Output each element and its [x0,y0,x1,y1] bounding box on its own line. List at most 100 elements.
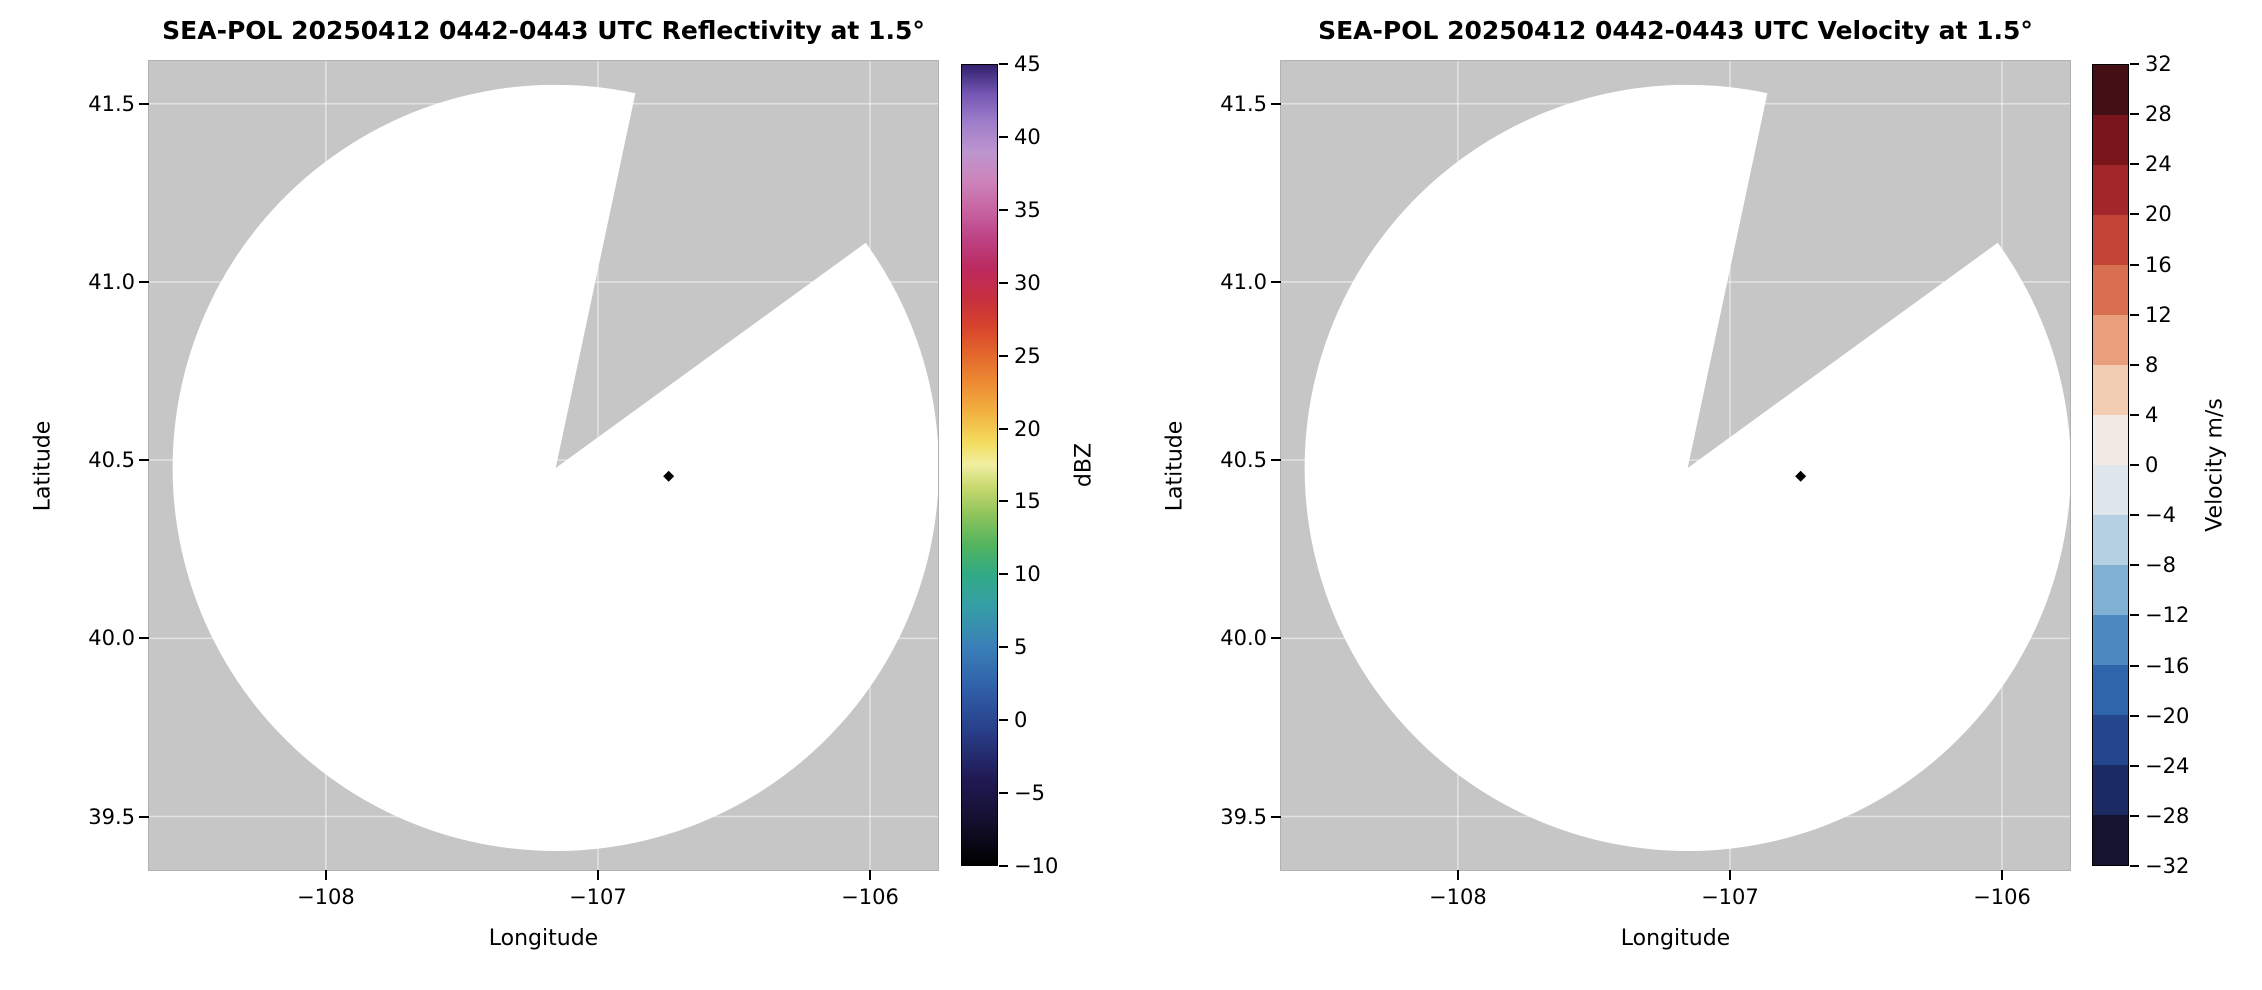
colorbar-segment [2093,215,2128,265]
colorbar-tick-mark [2130,413,2139,416]
colorbar-tick-label: 8 [2145,352,2159,377]
scan-area-circle [172,84,938,852]
colorbar-tick-label: −32 [2145,854,2190,878]
x-tick-mark [596,870,599,880]
y-tick-mark [1271,815,1281,818]
colorbar-tick-mark [999,354,1008,357]
y-tick-label: 40.0 [88,626,135,651]
colorbar-tick-label: −16 [2145,653,2190,678]
panel-title: SEA-POL 20250412 0442-0443 UTC Velocity … [1318,16,2033,45]
colorbar-tick-mark [2130,63,2139,65]
colorbar-segment [2093,615,2128,665]
colorbar-tick-mark [2130,363,2139,366]
x-tick-label: −108 [297,885,355,909]
colorbar-tick-label: −8 [2145,553,2176,578]
colorbar-tick-label: 15 [1014,489,1041,514]
colorbar-tick-label: 0 [1014,708,1028,733]
y-tick-label: 40.5 [88,448,135,473]
x-tick-mark [868,870,871,880]
x-axis-label: Longitude [488,926,599,951]
colorbar-tick-mark [999,719,1008,722]
colorbar-segment [2093,165,2128,215]
colorbar-tick-label: 25 [1014,343,1041,368]
colorbar-tick-label: 45 [1014,52,1041,76]
panel-title: SEA-POL 20250412 0442-0443 UTC Reflectiv… [162,16,925,45]
colorbar-tick-label: −5 [1014,781,1045,806]
colorbar-tick-label: −28 [2145,803,2190,828]
colorbar-tick-label: 20 [2145,202,2172,227]
colorbar-tick-label: −24 [2145,753,2190,778]
colorbar-segment [2093,815,2128,865]
x-axis-label: Longitude [1620,926,1731,951]
x-tick-label: −107 [1701,885,1759,909]
colorbar-tick-mark [2130,464,2139,466]
colorbar-tick-label: 10 [1014,562,1041,587]
radar-scan-svg [149,61,938,870]
velocity-colorbar [2092,64,2129,866]
colorbar-segment [2093,65,2128,115]
y-tick-mark [139,459,149,462]
colorbar-tick-label: 30 [1014,270,1041,295]
colorbar-tick-label: −20 [2145,703,2190,728]
x-tick-mark [2000,870,2003,880]
colorbar-tick-mark [2130,614,2139,617]
y-tick-label: 39.5 [1220,804,1267,829]
colorbar-tick-mark [999,573,1008,576]
colorbar-tick-label: 12 [2145,302,2172,327]
x-tick-mark [324,870,327,880]
colorbar-tick-mark [999,63,1008,65]
colorbar-tick-label: 24 [2145,152,2172,177]
y-tick-label: 40.5 [1220,448,1267,473]
colorbar-tick-mark [2130,313,2139,316]
colorbar-tick-mark [999,865,1008,867]
y-tick-mark [139,102,149,105]
y-tick-label: 41.5 [1220,91,1267,116]
colorbar-tick-mark [999,135,1008,138]
x-tick-label: −107 [569,885,627,909]
y-tick-mark [1271,280,1281,283]
scan-area-circle [1304,84,2070,852]
colorbar-tick-label: 32 [2145,52,2172,76]
radar-scan-svg [1281,61,2070,870]
colorbar-tick-label: 4 [2145,402,2159,427]
colorbar-tick-mark [2130,664,2139,667]
colorbar-tick-mark [999,208,1008,211]
colorbar-tick-mark [2130,163,2139,166]
colorbar-tick-mark [999,427,1008,430]
colorbar-segment [2093,665,2128,715]
colorbar-segment [2093,115,2128,165]
colorbar-tick-mark [999,281,1008,284]
y-tick-label: 41.0 [1220,269,1267,294]
colorbar-segment [2093,765,2128,815]
y-tick-label: 40.0 [1220,626,1267,651]
colorbar-tick-label: −4 [2145,503,2176,528]
y-tick-label: 41.5 [88,91,135,116]
colorbar-segment [2093,465,2128,515]
site-marker-diamond [1795,470,1807,482]
colorbar-segment [2093,515,2128,565]
colorbar-tick-mark [2130,814,2139,817]
colorbar-tick-mark [2130,714,2139,717]
colorbar-tick-mark [2130,113,2139,116]
colorbar-segment [2093,565,2128,615]
y-tick-mark [1271,102,1281,105]
y-tick-mark [1271,459,1281,462]
y-tick-label: 41.0 [88,269,135,294]
colorbar-tick-mark [2130,564,2139,567]
reflectivity-colorbar [961,64,998,866]
velocity-plot-area [1280,60,2071,871]
colorbar-tick-label: 5 [1014,635,1028,660]
x-tick-label: −106 [841,885,899,909]
y-tick-label: 39.5 [88,804,135,829]
colorbar-tick-label: 35 [1014,197,1041,222]
y-tick-mark [1271,637,1281,640]
colorbar-tick-mark [2130,865,2139,867]
colorbar-segment [2093,315,2128,365]
colorbar-tick-label: 0 [2145,453,2159,477]
colorbar-tick-mark [999,792,1008,795]
colorbar-tick-mark [2130,263,2139,266]
reflectivity-plot-area [148,60,939,871]
colorbar-tick-mark [2130,514,2139,517]
site-marker-diamond [663,470,675,482]
